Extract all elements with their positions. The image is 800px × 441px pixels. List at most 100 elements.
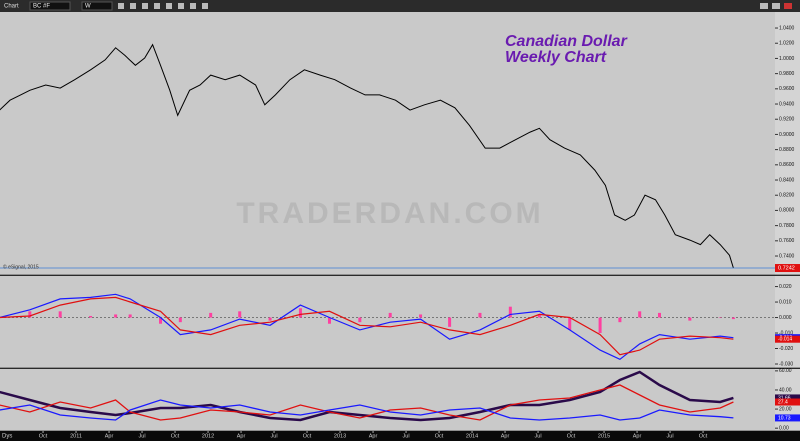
x-tick-label: Apr [633,433,642,439]
histogram-bar [638,311,642,318]
x-tick-label: 2013 [334,433,346,439]
last-value-box [775,414,800,422]
interval[interactable]: W [85,4,91,10]
y-tick-label: 0.010 [779,299,792,305]
icon[interactable] [118,3,124,9]
y-tick-label: 0.00 [779,426,789,432]
toolbar [0,0,800,12]
last-price: 0.7242 [778,265,795,271]
y-tick-label: 0.8000 [779,208,795,214]
panel-background [0,276,775,368]
histogram-bar [209,312,213,318]
price-axis [775,12,800,275]
credit: © eSignal, 2015 [3,263,39,270]
histogram-bar [238,311,242,318]
series-line [0,296,734,356]
x-axis-band [0,431,800,441]
histogram-bar [28,311,32,318]
y-tick-label: 0.8800 [779,147,795,153]
last-value: -0.014 [778,337,792,343]
last-value: 10.73 [778,415,791,421]
y-tick-label: -0.030 [779,361,793,367]
y-tick-label: 20.00 [779,406,792,412]
y-tick-label: 0.9200 [779,117,795,123]
panel-background [0,12,775,275]
histogram-bar [58,311,62,318]
histogram-bar [178,317,182,323]
y-tick-label: 0.7800 [779,223,795,229]
histogram-bar [448,317,452,327]
series-line [0,370,734,422]
y-tick-label: 0.9000 [779,132,795,138]
histogram-bar [537,314,541,318]
icon[interactable] [166,3,172,9]
toolbar-icons [118,3,792,9]
histogram-bar [388,312,392,318]
annotation: Canadian Dollar [505,33,628,50]
y-tick-label: 0.9600 [779,86,795,92]
histogram-bar [159,317,163,324]
x-tick-label: Apr [501,433,510,439]
x-tick-label: Oct [435,433,444,439]
y-tick-label: -0.010 [779,330,793,336]
window-button[interactable] [772,3,780,9]
x-tick-label: 2015 [598,433,610,439]
annotation: Weekly Chart [505,49,607,66]
histogram-bar [688,317,692,321]
x-tick-label: Oct [171,433,180,439]
last-price-box [775,264,800,273]
window-button[interactable] [784,3,792,9]
series-line [0,43,734,269]
x-tick-label: Oct [39,433,48,439]
icon[interactable] [130,3,136,9]
x-tick-label: Jul [403,433,410,439]
x-tick-label: Apr [105,433,114,439]
histogram-bar [508,306,512,318]
histogram-bar [657,312,661,318]
x-tick-label: Jul [667,433,674,439]
y-tick-label: 1.0400 [779,25,795,31]
histogram-bar [618,317,622,323]
x-tick-label: Jul [535,433,542,439]
interval-box[interactable] [81,1,113,11]
x-tick-label: Oct [303,433,312,439]
histogram-bar [327,317,331,324]
histogram-bar [568,317,572,330]
x-tick-label: Apr [369,433,378,439]
symbol[interactable]: BC #F [33,4,50,10]
series-line [0,399,734,421]
icon[interactable] [202,3,208,9]
last-value-box [775,335,800,343]
symbol-box[interactable] [29,1,71,11]
last-value: 31.66 [778,395,791,401]
histogram-bar [718,317,722,319]
histogram-bar [358,317,362,323]
histogram-bar [731,317,735,320]
x-axis-unit: Dys [2,434,12,440]
histogram-bar [128,314,132,318]
icon[interactable] [142,3,148,9]
icon[interactable] [190,3,196,9]
histogram-bar [298,308,302,318]
histogram-bar [89,315,93,318]
y-tick-label: 0.9400 [779,101,795,107]
y-tick-label: 60.00 [779,368,792,374]
histogram-bar [114,314,118,318]
window-button[interactable] [760,3,768,9]
x-tick-label: Oct [699,433,708,439]
y-tick-label: 0.9800 [779,71,795,77]
y-tick-label: 1.0000 [779,56,795,62]
x-tick-label: Jul [271,433,278,439]
y-tick-label: 0.8200 [779,193,795,199]
watermark: TRADERDAN.COM [236,197,543,230]
y-tick-label: 40.00 [779,387,792,393]
panels: 1.0400 1.0200 1.0000 0.9800 0.9600 0.9400 0.92… [0,12,800,432]
icon[interactable] [154,3,160,9]
x-tick-label: Jul [139,433,146,439]
last-value-box [775,394,800,402]
histogram-bar [419,314,423,318]
icon[interactable] [178,3,184,9]
y-tick-label: 0.8600 [779,162,795,168]
y-tick-label: 0.7600 [779,238,795,244]
